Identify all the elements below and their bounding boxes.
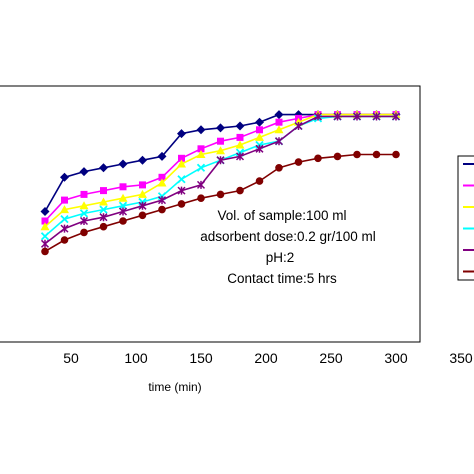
series-1-point [235, 121, 245, 131]
plot-area [0, 85, 421, 343]
series-3-point [60, 205, 69, 214]
series-5-point [274, 137, 284, 146]
annotation-line-2: adsorbent dose:0.2 gr/100 ml [200, 229, 376, 244]
series-1-point [196, 125, 206, 135]
series-6-point [392, 150, 400, 159]
series-1-point [274, 110, 284, 120]
series-5-point [60, 224, 69, 233]
series-5-point [118, 207, 128, 216]
series-5-point [79, 216, 89, 226]
x-axis-title: time (min) [148, 380, 201, 394]
series-3-point [79, 201, 89, 210]
legend-box [457, 155, 474, 281]
series-4-point [79, 209, 89, 218]
series-2-point [80, 190, 88, 198]
series-2-point [158, 173, 166, 181]
series-5-point [216, 156, 225, 165]
series-6-point [119, 217, 127, 225]
series-5-point [196, 180, 206, 189]
series-1-point [216, 123, 225, 133]
x-tick-label: 150 [189, 350, 213, 366]
series-4-point [99, 205, 108, 214]
series-6-point [80, 228, 88, 237]
series-6-point [138, 211, 147, 220]
series-6-point [372, 150, 381, 159]
series-2-point [275, 118, 283, 126]
series-5-point [352, 112, 362, 121]
annotation-line-1: Vol. of sample:100 ml [217, 208, 346, 223]
series-5-point [138, 201, 147, 210]
series-2-point [217, 137, 224, 145]
annotation-line-3: pH:2 [266, 250, 295, 265]
series-6-point [294, 158, 303, 166]
series-1-point [138, 155, 147, 165]
series-1-point [255, 117, 264, 127]
series-2-point [61, 196, 68, 204]
series-5-point [372, 112, 381, 121]
series-2-point [139, 181, 146, 189]
series-6-point [177, 200, 186, 208]
x-tick-label: 50 [63, 350, 79, 366]
series-1-point [99, 163, 108, 173]
series-6-point [197, 194, 205, 202]
series-4-point [60, 214, 69, 224]
series-5-point [157, 196, 167, 205]
series-6-point [353, 150, 361, 159]
series-2-point [197, 145, 205, 153]
series-2-point [119, 183, 127, 191]
series-3-point [118, 193, 128, 202]
series-4-point [40, 232, 50, 241]
x-tick-label: 350 [449, 350, 473, 366]
series-5-point [177, 186, 186, 195]
series-5-point [255, 144, 264, 153]
series-6-point [314, 154, 322, 163]
series-5-point [391, 112, 401, 121]
series-5-point [333, 112, 342, 121]
series-4-point [196, 163, 206, 172]
series-3-point [157, 178, 167, 187]
x-tick-label: 100 [124, 350, 148, 366]
series-2-point [41, 217, 49, 225]
series-5-point [313, 112, 323, 121]
series-5-point [40, 239, 50, 248]
series-3-point [274, 125, 284, 134]
series-6-point [158, 205, 166, 214]
series-1-point [157, 151, 167, 161]
series-3-point [216, 146, 225, 155]
x-tick-label: 200 [254, 350, 278, 366]
series-5-point [294, 121, 303, 131]
series-3-point [99, 197, 108, 206]
annotation-line-4: Contact time:5 hrs [227, 271, 337, 286]
series-4-point [177, 175, 186, 184]
x-tick-label: 250 [319, 350, 343, 366]
series-1-point [60, 172, 69, 182]
x-tick-label: 300 [384, 350, 408, 366]
series-3-point [40, 222, 50, 231]
series-1-point [177, 129, 186, 139]
series-2-point [100, 187, 107, 195]
series-1-point [40, 207, 50, 216]
series-6-point [333, 152, 342, 161]
series-2-point [256, 126, 263, 134]
series-5-point [235, 152, 245, 161]
series-2-point [178, 154, 185, 162]
series-6-point [216, 190, 225, 199]
series-5-point [99, 213, 108, 222]
series-6-point [41, 247, 49, 256]
series-3-point [255, 132, 264, 141]
series-6-point [255, 177, 264, 185]
series-1-point [118, 159, 128, 169]
series-1-point [79, 167, 89, 177]
series-3-point [235, 140, 245, 149]
series-6-point [60, 236, 69, 244]
series-3-point [196, 150, 206, 158]
series-2-point [236, 133, 244, 141]
series-3-point [177, 159, 186, 168]
series-6-point [99, 222, 108, 231]
series-6-point [236, 186, 244, 195]
series-6-point [275, 164, 283, 172]
series-3-point [138, 189, 147, 198]
